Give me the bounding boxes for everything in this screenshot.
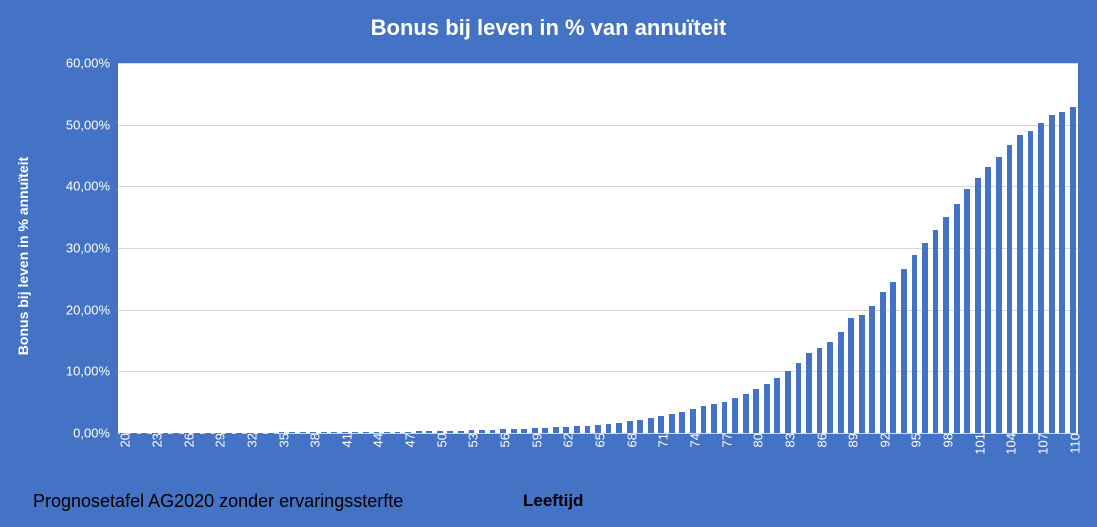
x-tick-label: 65: [589, 433, 608, 447]
x-tick-label: 62: [557, 433, 576, 447]
bar: [616, 423, 622, 433]
bar: [764, 384, 770, 433]
bar: [1007, 145, 1013, 433]
x-tick-label: 101: [968, 433, 987, 455]
x-tick-label: 26: [177, 433, 196, 447]
bar: [943, 217, 949, 433]
bar: [1059, 112, 1065, 433]
bar: [722, 402, 728, 433]
x-tick-label: 53: [462, 433, 481, 447]
bar: [711, 404, 717, 433]
y-tick-label: 40,00%: [66, 179, 118, 194]
bar: [669, 414, 675, 433]
x-tick-label: 47: [399, 433, 418, 447]
bar: [732, 398, 738, 433]
bar: [838, 332, 844, 433]
bar: [774, 378, 780, 434]
x-tick-label: 95: [905, 433, 924, 447]
bar: [690, 409, 696, 433]
y-tick-label: 20,00%: [66, 302, 118, 317]
bar: [869, 306, 875, 433]
x-tick-label: 68: [620, 433, 639, 447]
bar: [585, 426, 591, 433]
x-tick-label: 77: [715, 433, 734, 447]
bar: [595, 425, 601, 433]
bar: [954, 204, 960, 433]
bar: [679, 412, 685, 433]
gridline: [118, 186, 1078, 187]
x-tick-label: 71: [652, 433, 671, 447]
x-tick-label: 32: [240, 433, 259, 447]
gridline: [118, 63, 1078, 64]
x-axis-label: Leeftijd: [523, 491, 583, 511]
plot-area: [118, 63, 1078, 433]
bar: [637, 420, 643, 433]
x-tick-label: 86: [810, 433, 829, 447]
chart-footnote: Prognosetafel AG2020 zonder ervaringsste…: [33, 491, 403, 512]
x-tick-label: 92: [873, 433, 892, 447]
chart-title: Bonus bij leven in % van annuïteit: [3, 3, 1094, 41]
bar: [1070, 107, 1076, 433]
x-tick-label: 44: [367, 433, 386, 447]
x-tick-label: 104: [1000, 433, 1019, 455]
x-tick-label: 110: [1063, 433, 1082, 454]
x-tick-label: 89: [842, 433, 861, 447]
bar: [901, 269, 907, 433]
bar: [985, 167, 991, 433]
bar: [753, 389, 759, 433]
bar: [827, 342, 833, 433]
x-tick-label: 98: [937, 433, 956, 447]
plot-wrap: 0,00%10,00%20,00%30,00%40,00%50,00%60,00…: [118, 63, 1078, 433]
x-tick-label: 74: [683, 433, 702, 447]
bar: [648, 418, 654, 433]
bar: [1028, 131, 1034, 433]
x-tick-label: 83: [778, 433, 797, 447]
bar: [1017, 135, 1023, 433]
bar: [743, 394, 749, 433]
bar: [796, 363, 802, 433]
bar: [658, 416, 664, 433]
x-tick-label: 23: [145, 433, 164, 447]
bar: [880, 292, 886, 433]
bar: [975, 178, 981, 433]
x-tick-label: 59: [525, 433, 544, 447]
x-tick-label: 107: [1032, 433, 1051, 455]
x-tick-label: 56: [494, 433, 513, 447]
bar: [701, 406, 707, 433]
y-tick-label: 50,00%: [66, 117, 118, 132]
x-tick-label: 50: [430, 433, 449, 447]
bar: [912, 255, 918, 433]
bar: [1038, 123, 1044, 433]
x-tick-label: 20: [114, 433, 133, 447]
bar: [817, 348, 823, 433]
bar: [806, 353, 812, 433]
x-tick-label: 38: [304, 433, 323, 447]
bar: [1049, 115, 1055, 433]
x-tick-label: 80: [747, 433, 766, 447]
chart-frame: Bonus bij leven in % van annuïteit 0,00%…: [0, 0, 1097, 527]
bar: [606, 424, 612, 433]
y-tick-label: 60,00%: [66, 56, 118, 71]
y-axis-label: Bonus bij leven in % annuïteit: [15, 146, 31, 366]
x-tick-label: 29: [209, 433, 228, 447]
x-tick-label: 35: [272, 433, 291, 447]
bar: [964, 189, 970, 433]
bar: [922, 243, 928, 433]
bar: [574, 426, 580, 433]
bar: [848, 318, 854, 433]
gridline: [118, 125, 1078, 126]
bar: [785, 371, 791, 433]
bar: [933, 230, 939, 433]
bar: [890, 282, 896, 433]
bar: [996, 157, 1002, 433]
bar: [859, 315, 865, 433]
bar: [627, 421, 633, 433]
x-tick-label: 41: [335, 433, 354, 447]
y-tick-label: 10,00%: [66, 364, 118, 379]
y-tick-label: 0,00%: [73, 426, 118, 441]
y-tick-label: 30,00%: [66, 241, 118, 256]
